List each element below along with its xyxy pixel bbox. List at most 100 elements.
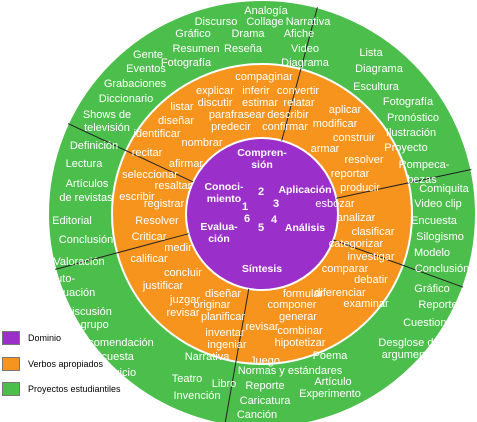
project-conocimiento: Grabaciones xyxy=(104,78,167,90)
legend-label-verbs: Verbos apropiados xyxy=(28,359,104,369)
verb-conocimiento: seleccionar xyxy=(122,169,178,181)
verb-analisis: analizar xyxy=(337,212,376,224)
project-conocimiento: Artículos xyxy=(66,178,109,190)
project-analisis: Modelo xyxy=(414,247,450,259)
sector-divider xyxy=(336,169,472,199)
project-analisis: Desglose de xyxy=(378,337,439,349)
project-evaluacion: Discusión xyxy=(64,306,112,318)
verb-sintesis: generar xyxy=(279,311,317,323)
verb-conocimiento: listar xyxy=(170,101,194,113)
domain-comprension-number: 2 xyxy=(258,186,264,198)
sector-divider xyxy=(67,123,194,183)
domain-conocimiento-label: Conoci-miento xyxy=(204,181,244,205)
project-comprension: Resumen xyxy=(172,43,219,55)
verb-conocimiento: nombrar xyxy=(182,137,223,149)
domain-conocimiento-number: 1 xyxy=(242,201,248,213)
verb-evaluacion: juzgar xyxy=(169,294,200,306)
project-analisis: Reporte xyxy=(418,299,457,311)
legend-item-projects: Proyectos estudiantiles xyxy=(2,381,162,401)
project-aplicacion: bezas xyxy=(407,174,437,186)
project-evaluacion: evaluación xyxy=(43,287,96,299)
verb-evaluacion: concluir xyxy=(164,267,202,279)
project-sintesis: Invención xyxy=(173,390,220,402)
project-analisis: Encuesta xyxy=(411,215,458,227)
domain-analisis-label: Análisis xyxy=(285,222,325,234)
project-sintesis: Experimento xyxy=(299,388,361,400)
project-analisis: Conclusión xyxy=(415,263,469,275)
verb-evaluacion: Criticar xyxy=(132,231,167,243)
verb-sintesis: componer xyxy=(268,299,317,311)
project-aplicacion: Comiquita xyxy=(419,183,469,195)
legend-swatch-verbs xyxy=(2,357,20,371)
project-comprension: Discurso xyxy=(195,16,238,28)
verb-aplicacion: producir xyxy=(340,182,380,194)
verb-aplicacion: aplicar xyxy=(329,104,362,116)
verb-aplicacion: armar xyxy=(311,143,340,155)
project-comprension: Collage xyxy=(246,16,283,28)
legend-swatch-domain xyxy=(2,331,20,345)
verb-comprension: describir xyxy=(267,109,309,121)
sector-divider xyxy=(281,7,318,141)
verb-comprension: confirmar xyxy=(262,121,308,133)
project-comprension: Drama xyxy=(231,28,265,40)
domain-comprension-label: Compren-sión xyxy=(237,147,287,171)
verb-comprension: estimar xyxy=(242,97,278,109)
legend-label-domain: Dominio xyxy=(28,333,62,343)
legend-item-verbs: Verbos apropiados xyxy=(2,356,162,376)
verb-labels: listardiseñaridentificarnombrarrecitaraf… xyxy=(119,71,395,351)
verb-conocimiento: identificar xyxy=(133,128,180,140)
verb-sintesis: inventar xyxy=(205,327,244,339)
project-evaluacion: Conclusión xyxy=(59,234,113,246)
verb-conocimiento: escribir xyxy=(119,191,155,203)
project-evaluacion: Editorial xyxy=(52,215,92,227)
verb-comprension: relatar xyxy=(283,97,315,109)
project-conocimiento: Definición xyxy=(70,140,118,152)
sector-divider xyxy=(55,233,189,270)
project-evaluacion: Encuesta xyxy=(88,351,135,363)
verb-evaluacion: justificar xyxy=(142,280,184,292)
verb-analisis: diferenciar xyxy=(314,287,366,299)
verb-conocimiento: registrar xyxy=(144,198,185,210)
sector-divider xyxy=(224,288,250,422)
verb-evaluacion: revisar xyxy=(166,307,199,319)
project-sintesis: Libro xyxy=(212,378,236,390)
project-aplicacion: Ilustración xyxy=(386,127,436,139)
verb-conocimiento: diseñar xyxy=(158,115,194,127)
verb-analisis: categorizar xyxy=(329,238,384,250)
project-sintesis: Juego xyxy=(250,355,280,367)
project-aplicacion: Fotografía xyxy=(383,96,434,108)
verb-aplicacion: modificar xyxy=(313,118,358,130)
verb-sintesis: revisar xyxy=(245,321,278,333)
verb-aplicacion: construir xyxy=(333,132,376,144)
project-sintesis: Artículo xyxy=(314,376,351,388)
project-evaluacion: Auto- xyxy=(49,273,76,285)
project-comprension: Video xyxy=(291,43,319,55)
verb-conocimiento: recitar xyxy=(132,147,163,159)
project-sintesis: Narrativa xyxy=(185,351,231,363)
verb-evaluacion: medir xyxy=(164,242,192,254)
project-analisis: Gráfico xyxy=(414,283,449,295)
verb-conocimiento: resaltar xyxy=(155,180,192,192)
legend-label-projects: Proyectos estudiantiles xyxy=(28,384,121,394)
project-sintesis: Caricatura xyxy=(240,395,292,407)
verb-analisis: clasificar xyxy=(352,226,395,238)
verb-sintesis: originar xyxy=(194,299,231,311)
project-comprension: Reseña xyxy=(224,43,263,55)
verb-aplicacion: resolver xyxy=(344,154,383,166)
project-comprension: Fotografía xyxy=(161,57,212,69)
project-comprension: Diagrama xyxy=(281,57,330,69)
verb-evaluacion: calificar xyxy=(130,253,168,265)
verb-evaluacion: Resolver xyxy=(135,215,179,227)
verb-sintesis: formular xyxy=(283,288,324,300)
project-sintesis: Normas y estándares xyxy=(238,365,343,377)
domain-core xyxy=(185,137,339,291)
project-sintesis: Teatro xyxy=(172,373,203,385)
project-conocimiento: de revistas xyxy=(59,192,113,204)
domain-evaluacion-number: 6 xyxy=(244,213,250,225)
verb-comprension: compaginar xyxy=(235,71,293,83)
verb-comprension: explicar xyxy=(196,85,234,97)
project-aplicacion: Escultura xyxy=(353,81,400,93)
verb-sintesis: hipotetizar xyxy=(275,337,326,349)
